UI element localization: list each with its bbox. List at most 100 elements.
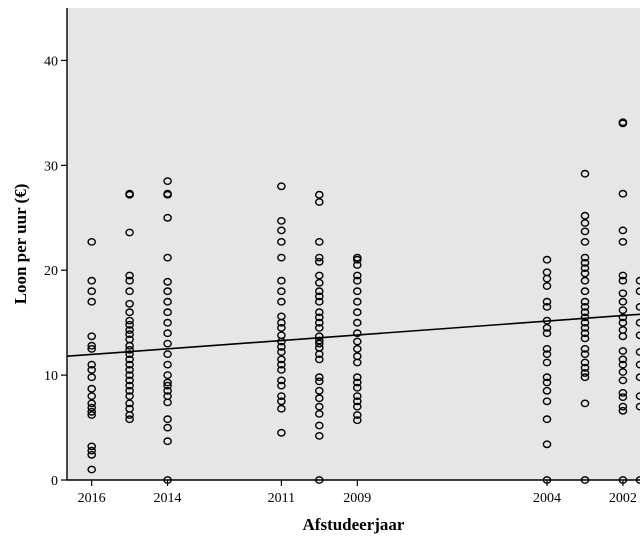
data-point <box>277 392 286 400</box>
data-point <box>163 339 172 348</box>
data-point <box>163 378 172 387</box>
data-point <box>580 219 590 227</box>
data-point <box>125 299 134 308</box>
data-point <box>125 371 134 379</box>
data-point <box>125 316 134 325</box>
data-point <box>87 403 96 412</box>
data-point <box>163 398 172 407</box>
data-point <box>352 383 362 392</box>
data-point <box>580 334 590 343</box>
data-point <box>314 198 324 206</box>
y-axis-title: Loon per uur (€) <box>11 184 30 305</box>
data-point <box>352 276 362 285</box>
data-point <box>352 344 362 353</box>
data-point <box>618 360 628 369</box>
data-point <box>618 189 628 198</box>
data-point <box>125 271 134 280</box>
data-point <box>314 292 324 301</box>
data-point <box>314 332 324 341</box>
data-point <box>87 360 96 369</box>
data-point <box>352 337 362 346</box>
data-point <box>618 402 628 411</box>
data-point <box>314 257 324 266</box>
data-point <box>314 237 324 246</box>
data-point <box>580 358 590 367</box>
data-point <box>580 253 590 262</box>
data-point <box>314 339 324 348</box>
data-point <box>87 276 96 285</box>
data-point <box>87 344 96 353</box>
data-point <box>314 323 324 332</box>
data-point <box>635 331 640 340</box>
data-point <box>314 297 324 306</box>
data-point <box>542 440 552 449</box>
x-tick-label: 2002 <box>609 491 637 506</box>
data-point <box>580 323 590 332</box>
data-point <box>635 402 640 411</box>
data-point <box>352 378 362 387</box>
data-point <box>542 415 552 424</box>
data-point <box>314 271 324 280</box>
data-point <box>635 318 640 327</box>
data-point <box>580 350 590 358</box>
data-point <box>314 373 324 382</box>
data-point <box>542 378 552 387</box>
data-point <box>580 287 590 296</box>
data-point <box>618 289 628 298</box>
data-point <box>618 355 628 364</box>
data-point <box>125 365 134 374</box>
data-point <box>542 282 552 290</box>
data-point <box>352 287 362 296</box>
data-point <box>314 190 324 199</box>
data-point <box>125 330 134 339</box>
data-point <box>125 345 134 354</box>
data-point <box>580 297 590 306</box>
data-point <box>314 431 324 440</box>
data-point <box>314 421 324 430</box>
data-point <box>125 381 134 390</box>
data-point <box>87 332 96 341</box>
points-layer <box>87 118 640 484</box>
data-point <box>87 287 96 296</box>
data-point <box>618 332 628 341</box>
data-point <box>352 411 362 419</box>
data-point <box>314 402 324 411</box>
data-point <box>125 341 134 350</box>
data-point <box>277 348 286 356</box>
y-tick-label: 40 <box>44 54 58 69</box>
data-point <box>618 306 628 314</box>
x-tick-label: 2004 <box>533 491 561 506</box>
axes-layer: 0 10 20 30 40 2016 2014 2011 2009 2004 2002 <box>44 8 640 506</box>
data-point <box>618 276 628 285</box>
data-point <box>580 276 590 285</box>
data-point <box>125 308 134 317</box>
data-point <box>163 423 172 432</box>
data-point <box>542 344 552 353</box>
data-point <box>635 392 640 400</box>
data-point <box>87 465 96 474</box>
data-point <box>542 255 552 264</box>
data-point <box>87 373 96 382</box>
x-tick-label: 2016 <box>78 491 106 506</box>
data-point <box>87 392 96 400</box>
data-point <box>125 399 134 408</box>
data-point <box>125 287 134 296</box>
data-point <box>277 365 286 374</box>
data-point <box>314 278 324 287</box>
data-point <box>618 388 628 397</box>
data-point <box>352 297 362 306</box>
y-tick-label: 30 <box>44 159 58 174</box>
data-point <box>352 402 362 411</box>
data-point <box>277 237 286 246</box>
data-point <box>618 347 628 355</box>
data-point <box>352 255 362 264</box>
data-point <box>314 377 324 386</box>
data-point <box>277 323 286 332</box>
data-point <box>618 237 628 246</box>
data-point <box>87 411 96 419</box>
data-point <box>314 287 324 296</box>
data-point <box>314 313 324 322</box>
data-point <box>580 373 590 382</box>
data-point <box>163 329 172 338</box>
data-point <box>163 318 172 327</box>
